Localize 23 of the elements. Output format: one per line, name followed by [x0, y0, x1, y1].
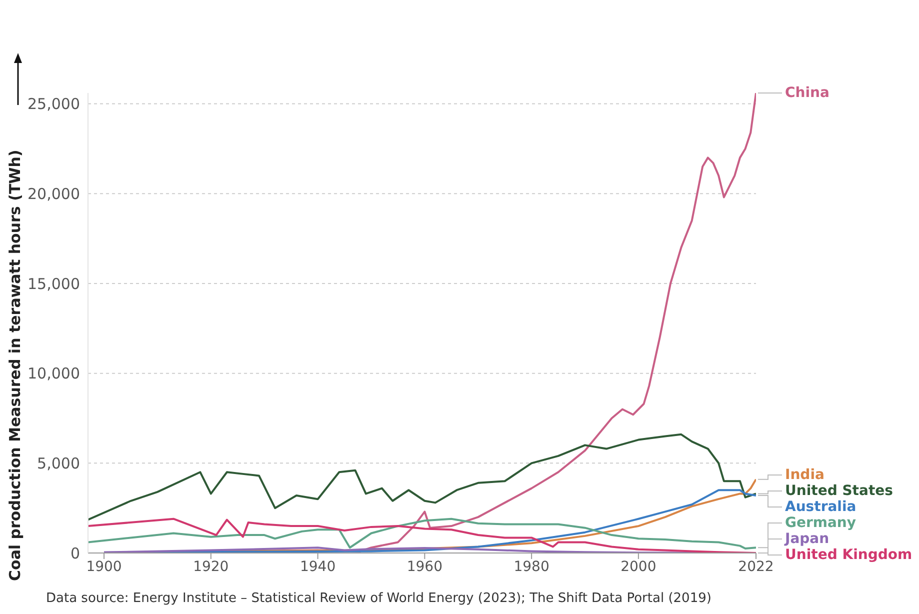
text: India	[785, 466, 824, 484]
text: United Kingdom	[785, 546, 912, 564]
text: Japan	[785, 530, 830, 548]
x-tick-label: 2000	[620, 558, 656, 575]
y-tick-label: 20,000	[28, 184, 80, 203]
text: China	[785, 84, 830, 102]
text: Australia	[785, 498, 856, 516]
x-tick-label: 1980	[514, 558, 550, 575]
line-series	[88, 433, 756, 521]
text: United States	[785, 482, 893, 500]
y-tick-label: 25,000	[28, 95, 80, 114]
x-tick-label: 1940	[300, 558, 336, 575]
y-tick-label: 10,000	[28, 364, 80, 383]
x-tick-label: 1960	[406, 558, 442, 575]
y-tick-label: 5,000	[37, 454, 80, 472]
x-tick-label: 1920	[193, 558, 229, 575]
y-tick-label: 15,000	[28, 274, 80, 293]
text: Germany	[785, 514, 856, 532]
source-note: Data source: Energy Institute – Statistical Review of World Energy (2023); The Shift Data Portal (2019)	[46, 591, 712, 606]
y-axis-title: Coal production Measured in terawatt hours (TWh)	[6, 150, 24, 581]
x-tick-label: 1900	[86, 558, 122, 575]
x-tick-label: 2022	[738, 558, 774, 575]
y-tick-label: 0	[70, 544, 80, 562]
